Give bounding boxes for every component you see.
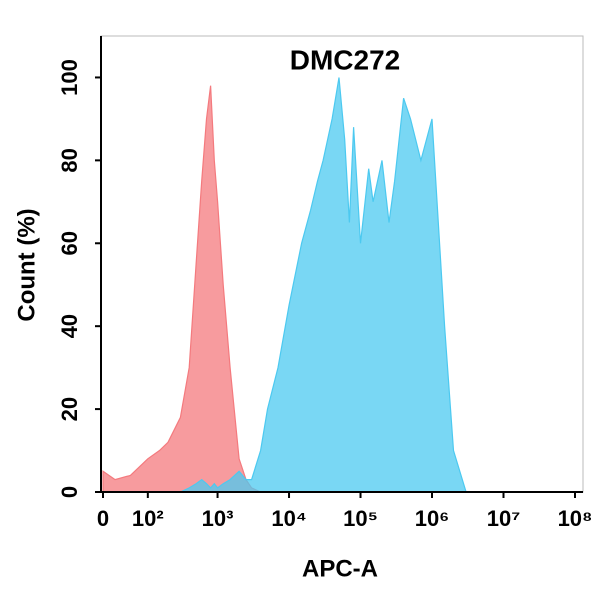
y-tick-label: 80 bbox=[57, 148, 82, 172]
y-tick-label: 20 bbox=[57, 397, 82, 421]
y-tick-label: 60 bbox=[57, 231, 82, 255]
y-tick-label: 0 bbox=[57, 486, 82, 498]
x-axis-label: APC-A bbox=[302, 555, 378, 582]
y-tick-label: 100 bbox=[57, 59, 82, 96]
y-tick-label: 40 bbox=[57, 314, 82, 338]
x-tick-label: 10⁵ bbox=[343, 506, 378, 531]
y-axis-label: Count (%) bbox=[13, 208, 40, 321]
x-tick-label: 10⁸ bbox=[558, 506, 591, 531]
histogram-area bbox=[103, 77, 482, 493]
x-tick-label: 10⁶ bbox=[415, 506, 450, 531]
chart-title: DMC272 bbox=[290, 44, 400, 75]
x-tick-label: 10⁷ bbox=[487, 506, 521, 531]
x-tick-label: 10⁴ bbox=[271, 506, 306, 531]
x-tick-label: 0 bbox=[97, 506, 109, 531]
x-tick-label: 10³ bbox=[202, 506, 234, 531]
x-tick-label: 10² bbox=[132, 506, 164, 531]
